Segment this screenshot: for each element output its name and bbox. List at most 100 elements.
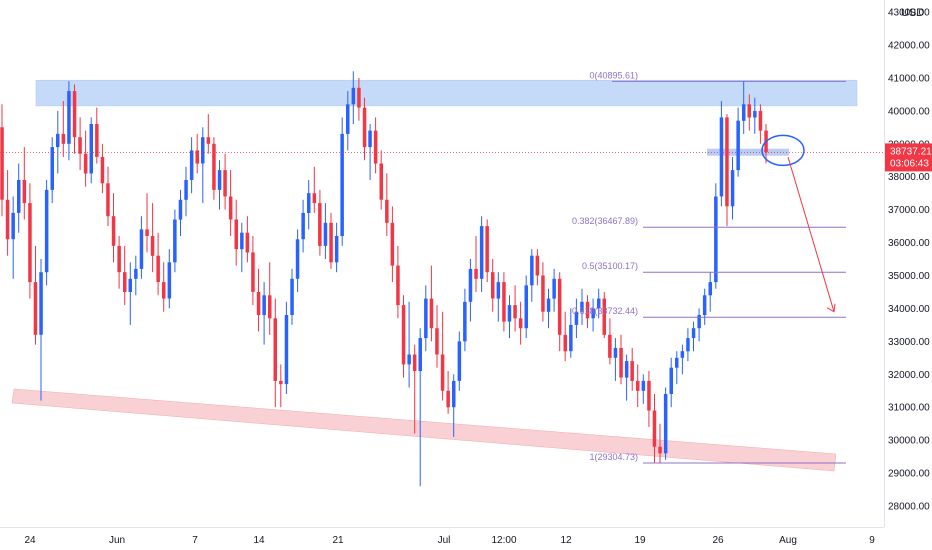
candle-body	[758, 110, 763, 131]
candle-body	[429, 298, 434, 329]
candle-body	[284, 315, 289, 385]
candle-body	[323, 222, 328, 246]
candle-body	[373, 130, 378, 164]
candle-body	[702, 295, 707, 316]
candle-body	[641, 380, 646, 391]
candle-body	[162, 282, 166, 299]
y-tick-label: 34000.00	[888, 304, 930, 315]
candle-body	[736, 120, 740, 171]
candle-body	[658, 446, 662, 454]
candle-body	[496, 282, 501, 299]
candle-body	[619, 347, 623, 378]
candle-body	[647, 380, 651, 411]
candle-body	[240, 232, 244, 250]
candle-body	[401, 305, 406, 365]
candle-body	[223, 170, 227, 197]
candle-body	[652, 410, 657, 447]
candle-body	[228, 196, 233, 220]
x-axis[interactable]: 24 Jun 7 14 21 Jul 12:00 12 19 26 Aug 9	[0, 527, 884, 547]
candle-body	[318, 203, 322, 246]
candle-body	[178, 199, 183, 220]
candle-body	[574, 311, 579, 325]
candle-body	[491, 272, 495, 299]
countdown-timer: 03:06:43	[890, 158, 929, 169]
candle-body	[134, 268, 138, 279]
fib-label: 0(40895.61)	[589, 70, 638, 80]
candle-body	[396, 265, 400, 306]
candle-body	[78, 137, 82, 154]
candle-body	[485, 226, 489, 273]
candle-body	[17, 180, 21, 213]
candle-body	[446, 390, 450, 408]
candle-body	[513, 305, 517, 319]
candle-body	[139, 229, 144, 269]
projection-arrow	[787, 156, 835, 312]
candle-body	[714, 196, 718, 283]
candle-body	[440, 354, 445, 391]
candle-body	[89, 124, 93, 174]
candle-body	[150, 236, 155, 256]
candle-body	[189, 150, 194, 180]
x-tick-label: 19	[634, 535, 646, 546]
candle-body	[167, 262, 172, 299]
x-tick-label: 7	[192, 535, 198, 546]
y-tick-label: 31000.00	[888, 403, 930, 414]
x-tick-label: 12:00	[491, 535, 516, 546]
candle-body	[50, 147, 54, 190]
candle-body	[145, 229, 149, 236]
candle-body	[630, 361, 634, 381]
candle-body	[5, 199, 10, 240]
x-tick-label: Jun	[109, 535, 125, 546]
candle-body	[217, 170, 222, 190]
candle-body	[541, 275, 545, 312]
y-tick-label: 28000.00	[888, 502, 930, 513]
candle-body	[307, 193, 311, 213]
price-tag-bg	[885, 143, 932, 172]
candle-body	[312, 193, 317, 204]
candle-body	[368, 130, 372, 148]
candle-body	[613, 347, 618, 358]
candle-body	[479, 226, 484, 279]
y-tick-label: 36000.00	[888, 238, 930, 249]
y-tick-label: 43000.00	[888, 8, 930, 19]
candle-body	[557, 278, 562, 335]
candle-body	[675, 357, 679, 368]
candle-body	[602, 298, 606, 335]
candle-body	[201, 137, 205, 164]
candle-body	[95, 124, 99, 157]
candle-body	[11, 212, 15, 240]
candle-body	[128, 278, 132, 292]
projection-arrow-head	[826, 303, 836, 313]
candle-body	[563, 334, 567, 352]
fib-label: 0.382(36467.89)	[572, 216, 638, 226]
candle-body	[100, 157, 105, 184]
candle-body	[206, 137, 211, 144]
candle-body	[357, 87, 361, 108]
candle-body	[184, 180, 188, 200]
resistance-zone	[35, 79, 858, 107]
candle-body	[195, 150, 199, 164]
currency-label[interactable]: USD	[901, 7, 924, 19]
candle-body	[385, 199, 389, 223]
candle-body	[346, 104, 350, 134]
candle-body	[725, 117, 729, 207]
candle-body	[351, 87, 356, 105]
x-tick-label: 9	[869, 535, 875, 546]
candle-body	[72, 91, 77, 138]
candle-body	[262, 295, 266, 316]
candle-body	[669, 367, 673, 394]
candle-body	[123, 272, 127, 292]
candle-body	[234, 219, 238, 250]
y-tick-label: 42000.00	[888, 41, 930, 52]
candle-body	[580, 301, 584, 312]
candle-body	[742, 104, 746, 121]
retest-circle	[761, 134, 805, 167]
candle-body	[279, 380, 283, 385]
candle-body	[624, 361, 629, 378]
candle-body	[468, 268, 473, 302]
candle-body	[546, 298, 551, 312]
candle-body	[39, 272, 43, 335]
x-tick-label: 21	[332, 535, 344, 546]
x-tick-label: Jul	[438, 535, 451, 546]
